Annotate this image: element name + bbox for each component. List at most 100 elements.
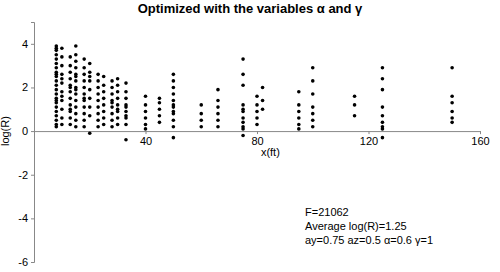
point <box>172 99 176 103</box>
point <box>82 92 86 96</box>
point <box>68 77 72 81</box>
point <box>381 114 385 118</box>
point <box>60 55 64 59</box>
point <box>88 131 92 135</box>
point <box>216 125 220 129</box>
point <box>116 103 120 107</box>
point <box>116 90 120 94</box>
point <box>216 105 220 109</box>
point <box>74 53 78 57</box>
point <box>353 114 357 118</box>
x-tick-mark <box>369 131 370 134</box>
point <box>381 136 385 140</box>
point <box>241 127 245 131</box>
x-tick-mark <box>257 131 258 134</box>
point <box>450 101 454 105</box>
point <box>55 46 59 50</box>
point <box>102 90 106 94</box>
point <box>60 116 64 120</box>
point <box>381 105 385 109</box>
point <box>82 86 86 90</box>
x-tick-label: 160 <box>471 135 489 147</box>
point <box>110 101 114 105</box>
point <box>82 105 86 109</box>
point <box>55 118 59 122</box>
y-tick: 0 <box>22 125 34 137</box>
point <box>110 105 114 109</box>
point <box>55 110 59 114</box>
point <box>60 99 64 103</box>
point <box>102 75 106 79</box>
point <box>60 64 64 68</box>
point <box>199 118 203 122</box>
y-tick-label: -2 <box>18 169 28 181</box>
point <box>261 107 265 111</box>
point <box>110 118 114 122</box>
point <box>450 94 454 98</box>
x-tick: 80 <box>251 131 263 147</box>
point <box>158 97 162 101</box>
point <box>241 83 245 87</box>
point <box>55 57 59 61</box>
point <box>96 125 100 129</box>
y-tick-mark <box>31 44 34 45</box>
point <box>102 83 106 87</box>
x-tick: 120 <box>360 131 378 147</box>
point <box>124 97 128 101</box>
point <box>144 127 148 131</box>
point <box>124 114 128 118</box>
point <box>68 97 72 101</box>
point <box>55 66 59 70</box>
point <box>74 75 78 79</box>
y-axis-title: log(R) <box>0 116 11 146</box>
point <box>116 83 120 87</box>
point <box>172 92 176 96</box>
annotation: F=21062 <box>305 206 349 218</box>
point <box>116 116 120 120</box>
point <box>311 79 315 83</box>
point <box>216 88 220 92</box>
point <box>55 125 59 129</box>
point <box>297 110 301 114</box>
point <box>216 99 220 103</box>
point <box>144 116 148 120</box>
point <box>60 81 64 85</box>
annotation: Average log(R)=1.25 <box>305 220 407 232</box>
point <box>96 73 100 77</box>
y-axis: -6-4-2024 <box>18 23 34 269</box>
point <box>124 138 128 142</box>
point <box>381 88 385 92</box>
point <box>55 83 59 87</box>
point <box>172 73 176 77</box>
x-tick: 40 <box>140 131 152 147</box>
point <box>74 105 78 109</box>
point <box>68 103 72 107</box>
point <box>297 116 301 120</box>
point <box>158 121 162 125</box>
point <box>74 66 78 70</box>
x-tick-label: 120 <box>360 135 378 147</box>
point <box>96 86 100 90</box>
point <box>311 112 315 116</box>
x-axis-title: x(ft) <box>261 146 280 158</box>
x-tick-mark <box>480 131 481 134</box>
point <box>55 88 59 92</box>
point <box>216 118 220 122</box>
point <box>82 57 86 61</box>
x-tick: 160 <box>471 131 489 147</box>
point <box>311 125 315 129</box>
point <box>241 121 245 125</box>
point <box>261 86 265 90</box>
y-tick-label: 0 <box>22 125 28 137</box>
point <box>68 116 72 120</box>
point <box>216 112 220 116</box>
point <box>82 97 86 101</box>
point <box>68 70 72 74</box>
point <box>110 92 114 96</box>
point <box>241 57 245 61</box>
point <box>172 79 176 83</box>
point <box>116 97 120 101</box>
y-tick-mark <box>31 87 34 88</box>
point <box>88 114 92 118</box>
point <box>381 77 385 81</box>
